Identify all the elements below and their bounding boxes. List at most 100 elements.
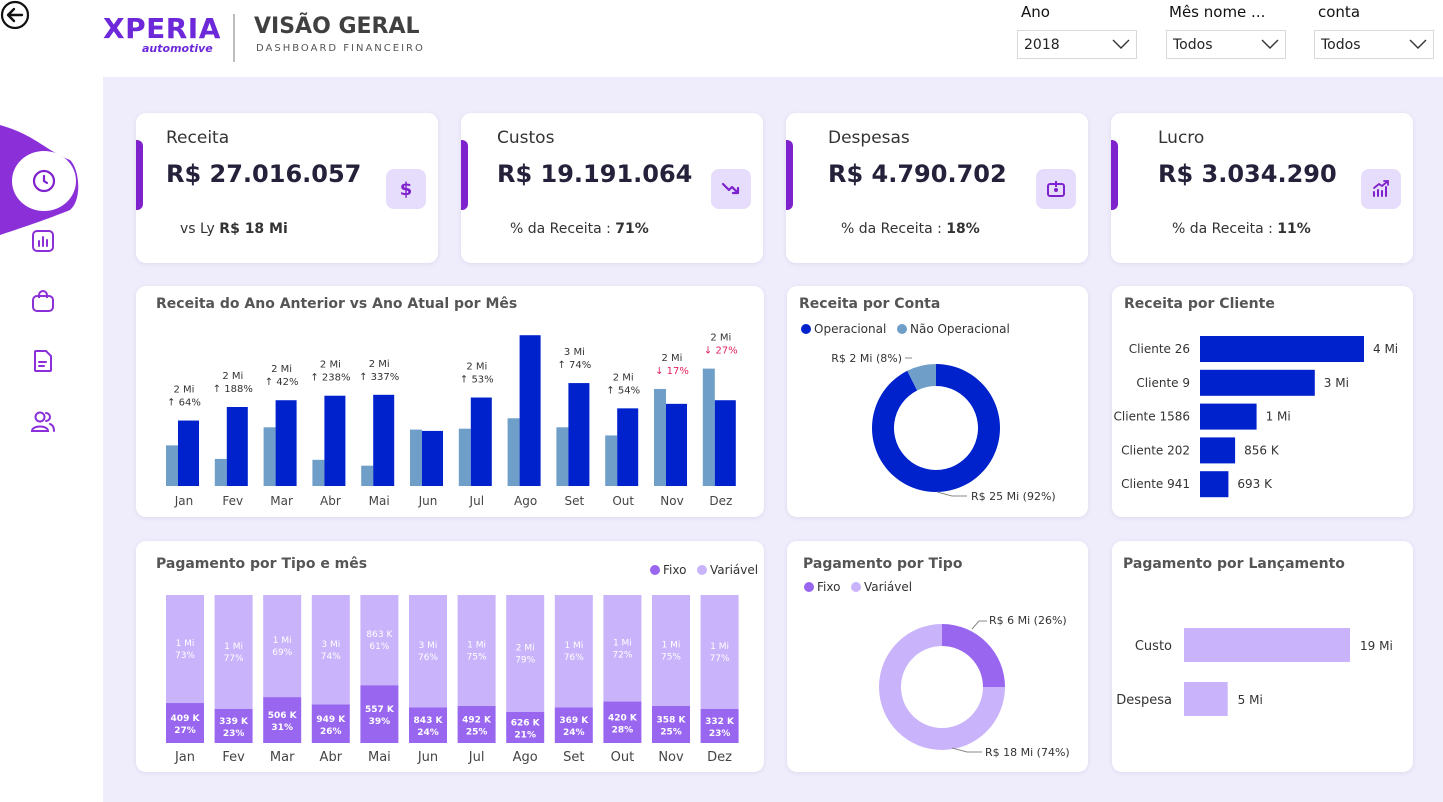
- data-label-value: 2 Mi: [222, 371, 243, 382]
- kpi-footer-value: 18%: [946, 221, 980, 237]
- bar-variable: [506, 595, 545, 712]
- bar-current-year: [275, 400, 297, 486]
- data-label-value: 2 Mi: [613, 372, 634, 383]
- legend-label: Operacional: [814, 322, 886, 336]
- bar-current-year: [666, 403, 687, 486]
- variable-pct-label: 76%: [564, 653, 584, 663]
- bar-variable: [603, 595, 642, 702]
- chart-card-payment-by-type: Pagamento por Tipo R$ 6 Mi (26%) R$ 18 Mi…: [787, 541, 1088, 772]
- category-label: Custo: [1135, 639, 1172, 654]
- kpi-footer-label: vs Ly: [180, 221, 215, 237]
- bar: [1200, 437, 1236, 464]
- fixed-pct-label: 28%: [612, 725, 634, 735]
- kpi-footer: % da Receita : 71%: [510, 221, 649, 237]
- fixed-pct-label: 27%: [174, 726, 196, 736]
- back-arrow-icon[interactable]: [0, 0, 32, 32]
- kpi-title: Lucro: [1158, 128, 1205, 148]
- document-icon[interactable]: [30, 348, 56, 374]
- data-label-value: 2 Mi: [466, 362, 487, 373]
- donut-slice: [879, 624, 1005, 750]
- bar-variable: [700, 595, 739, 709]
- data-label-change: ↑ 188%: [213, 384, 253, 395]
- bar: [1200, 336, 1364, 362]
- data-label: 5 Mi: [1238, 693, 1263, 707]
- kpi-card-lucro: Lucro R$ 3.034.290 % da Receita : 11%: [1111, 113, 1413, 263]
- payment-by-type-chart: R$ 6 Mi (26%) R$ 18 Mi (74%) Fixo Variável: [804, 580, 1070, 759]
- logo-wordmark: XPERIA: [103, 12, 221, 45]
- chevron-down-icon: [1409, 39, 1427, 49]
- bar-variable: [554, 595, 593, 708]
- category-label: Cliente 941: [1121, 477, 1190, 491]
- bar-chart-icon[interactable]: [30, 228, 56, 254]
- bar-variable: [360, 595, 399, 686]
- fixed-pct-label: 25%: [466, 728, 488, 738]
- users-icon[interactable]: [30, 408, 56, 434]
- data-label-background: [556, 343, 593, 376]
- sidebar-item-overview[interactable]: [12, 151, 76, 211]
- payment-by-entry-chart: Custo 19 Mi Despesa 5 Mi: [1116, 628, 1393, 716]
- fixed-pct-label: 26%: [320, 727, 342, 737]
- kpi-value: R$ 27.016.057: [166, 160, 362, 188]
- fixed-value-label: 506 K: [268, 711, 298, 721]
- filter-month-value: Todos: [1173, 37, 1213, 53]
- filter-month-select[interactable]: Todos: [1166, 30, 1286, 59]
- kpi-value: R$ 3.034.290: [1158, 160, 1337, 188]
- bar: [1200, 471, 1229, 498]
- slice-label: R$ 18 Mi (74%): [985, 746, 1070, 759]
- fixed-value-label: 358 K: [657, 716, 687, 726]
- chevron-down-icon: [1261, 39, 1279, 49]
- variable-value-label: 1 Mi: [273, 636, 292, 646]
- kpi-footer-label: % da Receita :: [841, 221, 942, 237]
- x-tick-label: Jul: [469, 494, 484, 508]
- data-label-value: 2 Mi: [174, 385, 195, 396]
- data-label-value: 2 Mi: [320, 360, 341, 371]
- filter-year-select[interactable]: 2018: [1017, 30, 1137, 59]
- variable-pct-label: 73%: [175, 651, 195, 661]
- kpi-value: R$ 4.790.702: [828, 160, 1007, 188]
- kpi-footer-label: % da Receita :: [1172, 221, 1273, 237]
- logo-tagline: automotive: [142, 42, 213, 55]
- chevron-down-icon: [1112, 39, 1130, 49]
- data-label-change: ↑ 42%: [265, 377, 299, 388]
- fixed-value-label: 332 K: [705, 717, 735, 727]
- x-tick-label: Mai: [368, 750, 391, 765]
- bar-previous-year: [214, 458, 227, 486]
- filter-account-select[interactable]: Todos: [1314, 30, 1434, 59]
- x-tick-label: Mar: [270, 494, 293, 508]
- variable-value-label: 1 Mi: [613, 638, 632, 648]
- legend-marker: [650, 565, 660, 575]
- bar-previous-year: [507, 418, 520, 486]
- fixed-value-label: 949 K: [316, 715, 346, 725]
- slice-label: R$ 2 Mi (8%): [831, 352, 902, 365]
- bar-variable: [214, 595, 253, 709]
- fixed-value-label: 409 K: [171, 714, 201, 724]
- chart-card-payment-by-type-month: Pagamento por Tipo e mês Fixo Variável 1 M…: [136, 541, 764, 772]
- donut-slice: [942, 624, 1005, 687]
- variable-value-label: 1 Mi: [710, 642, 729, 652]
- category-label: Cliente 9: [1136, 376, 1190, 390]
- data-label-background: [166, 380, 202, 413]
- clock-icon: [32, 169, 56, 193]
- kpi-accent-bar: [786, 140, 793, 210]
- revenue-by-account-chart: R$ 25 Mi (92%) R$ 2 Mi (8%) Operacional Não…: [801, 322, 1056, 503]
- x-tick-label: Out: [611, 750, 635, 765]
- bar-fixed: [652, 706, 690, 743]
- shopping-bag-icon[interactable]: [30, 288, 56, 314]
- x-tick-label: Set: [565, 494, 585, 508]
- bar-previous-year: [312, 459, 325, 486]
- x-tick-label: Mar: [270, 750, 295, 765]
- donut-slice: [872, 364, 1000, 492]
- chart-card-payment-by-entry: Pagamento por Lançamento Custo 19 Mi Despe…: [1112, 541, 1413, 772]
- variable-pct-label: 77%: [710, 654, 730, 664]
- growth-chart-icon: [1361, 169, 1401, 209]
- category-label: Cliente 1586: [1114, 410, 1190, 424]
- chart-title: Receita do Ano Anterior vs Ano Atual por…: [156, 296, 518, 312]
- chart-card-revenue-by-client: Receita por Cliente Cliente 26 4 Mi Client…: [1112, 286, 1413, 517]
- bar-fixed: [506, 711, 545, 743]
- legend-label: Fixo: [663, 563, 686, 577]
- variable-value-label: 1 Mi: [467, 641, 486, 651]
- fixed-pct-label: 21%: [514, 730, 536, 740]
- fixed-pct-label: 39%: [369, 717, 391, 727]
- bar: [1184, 682, 1228, 716]
- bar-previous-year: [556, 427, 569, 486]
